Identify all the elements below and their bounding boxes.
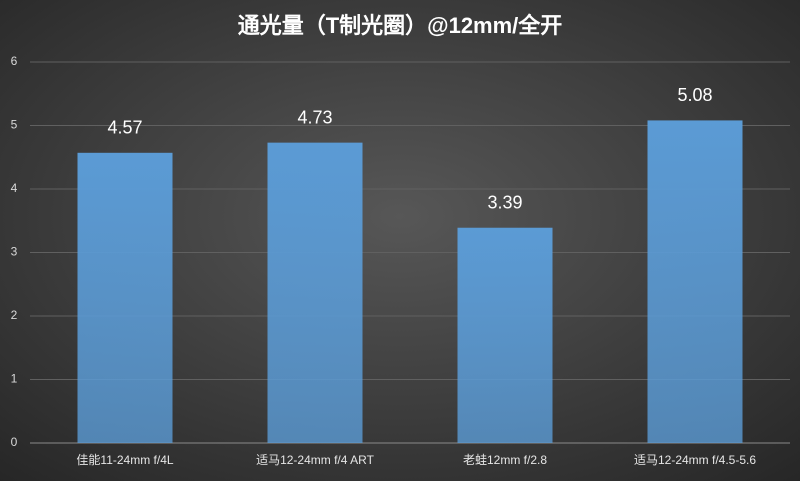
bar [267,142,363,443]
chart-title: 通光量（T制光圈）@12mm/全开 [238,13,563,38]
data-label: 4.57 [107,118,142,138]
y-tick-label: 1 [11,372,18,386]
bar [457,227,553,443]
data-label: 4.73 [297,107,332,127]
x-tick-label: 老蛙12mm f/2.8 [463,453,547,467]
bar [77,152,173,443]
x-tick-label: 适马12-24mm f/4.5-5.6 [634,453,756,467]
data-label: 3.39 [487,192,522,212]
y-tick-label: 5 [11,118,18,132]
y-tick-label: 3 [11,245,18,259]
y-tick-label: 0 [11,435,18,449]
y-tick-label: 6 [11,54,18,68]
data-label: 5.08 [677,85,712,105]
x-tick-label: 佳能11-24mm f/4L [76,453,173,467]
y-tick-label: 4 [11,181,18,195]
x-tick-label: 适马12-24mm f/4 ART [256,453,374,467]
y-tick-label: 2 [11,308,18,322]
bar [647,120,743,444]
